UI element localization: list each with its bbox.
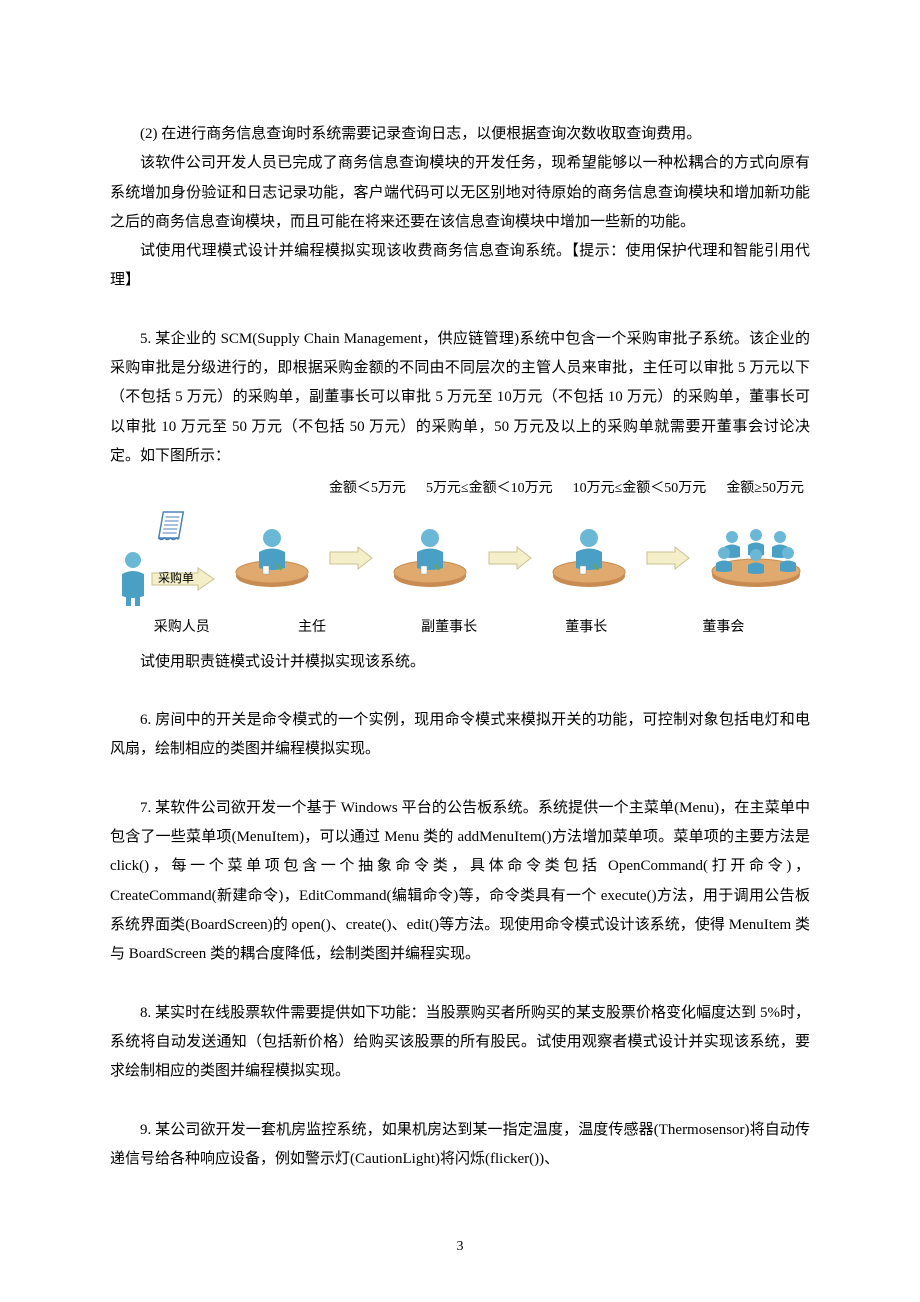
arrow-1: [328, 545, 374, 571]
page-number: 3: [0, 1233, 920, 1260]
q9-text: 9. 某公司欲开发一套机房监控系统，如果机房达到某一指定温度，温度传感器(The…: [110, 1116, 810, 1175]
q4-body-a: 该软件公司开发人员已完成了商务信息查询模块的开发任务，现希望能够以一种松耦合的方…: [110, 149, 810, 237]
threshold-2: 5万元≤金额＜10万元: [426, 475, 553, 502]
arrow-3: [645, 545, 691, 571]
threshold-3: 10万元≤金额＜50万元: [573, 475, 707, 502]
role-board: 董事会: [655, 614, 792, 641]
figures-row: 采购单: [116, 508, 804, 608]
role-director: 主任: [243, 614, 380, 641]
q8-text: 8. 某实时在线股票软件需要提供如下功能：当股票购买者所购买的某支股票价格变化幅…: [110, 999, 810, 1087]
q5-text: 5. 某企业的 SCM(Supply Chain Management，供应链管…: [110, 325, 810, 471]
q4-point2: (2) 在进行商务信息查询时系统需要记录查询日志，以便根据查询次数收取查询费用。: [110, 120, 810, 149]
q4-body-b: 试使用代理模式设计并编程模拟实现该收费商务信息查询系统。【提示：使用保护代理和智…: [110, 237, 810, 296]
q6-text: 6. 房间中的开关是命令模式的一个实例，现用命令模式来模拟开关的功能，可控制对象…: [110, 706, 810, 765]
document-icon: [154, 508, 190, 548]
role-buyer: 采购人员: [120, 614, 243, 641]
role-vice: 副董事长: [381, 614, 518, 641]
director-icon: [233, 526, 311, 590]
arrow-buyer: 采购单: [150, 566, 216, 592]
threshold-1: 金额＜5万元: [329, 475, 406, 502]
buyer-icon: [116, 550, 150, 608]
chairman-icon: [550, 526, 628, 590]
chain-diagram: 金额＜5万元 5万元≤金额＜10万元 10万元≤金额＜50万元 金额≥50万元: [110, 475, 810, 642]
q7-text: 7. 某软件公司欲开发一个基于 Windows 平台的公告板系统。系统提供一个主…: [110, 794, 810, 970]
q5-tail: 试使用职责链模式设计并模拟实现该系统。: [110, 648, 810, 677]
role-chairman: 董事长: [518, 614, 655, 641]
arrow-2: [487, 545, 533, 571]
role-captions-row: 采购人员 主任 副董事长 董事长 董事会: [116, 614, 804, 641]
arrow-label: 采购单: [158, 570, 194, 585]
threshold-4: 金额≥50万元: [726, 475, 804, 502]
threshold-labels-row: 金额＜5万元 5万元≤金额＜10万元 10万元≤金额＜50万元 金额≥50万元: [116, 475, 804, 502]
vice-chairman-icon: [391, 526, 469, 590]
board-icon: [708, 525, 804, 591]
